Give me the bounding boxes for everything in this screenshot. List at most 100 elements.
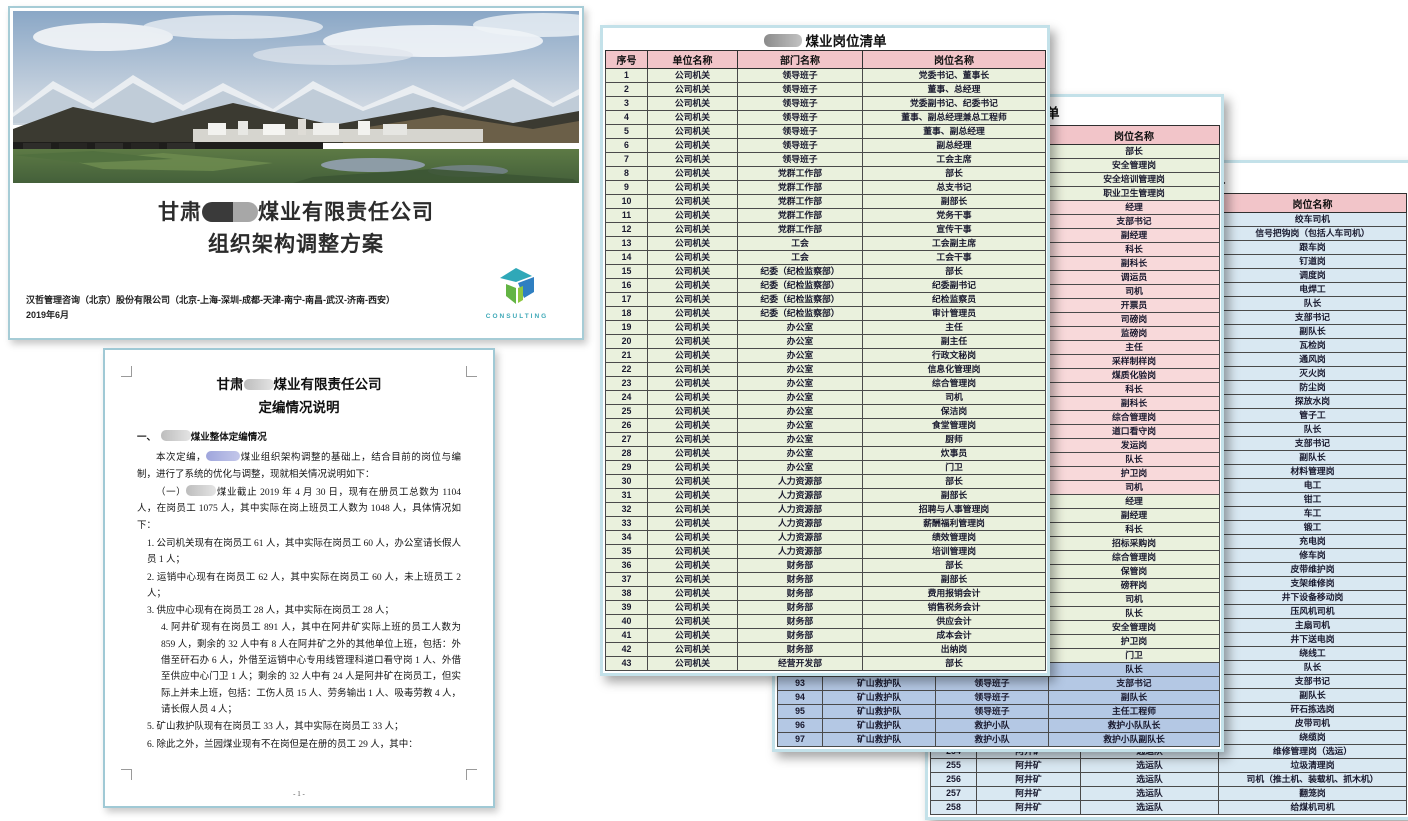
table-row: 12 公司机关 党群工作部 宣传干事: [605, 222, 1046, 237]
cell-index: 21: [605, 348, 648, 363]
table-row: 7 公司机关 领导班子 工会主席: [605, 152, 1046, 167]
cell-unit: 公司机关: [647, 488, 738, 503]
landscape-photo-image: [13, 11, 579, 183]
cell-post: 门卫: [862, 460, 1046, 475]
cell-post: 宣传干事: [862, 222, 1046, 237]
cell-unit: 矿山救护队: [822, 690, 936, 705]
cell-post: 发运岗: [1048, 438, 1220, 453]
cell-unit: 公司机关: [647, 474, 738, 489]
cell-post: 队长: [1218, 296, 1407, 311]
cell-dept: 纪委（纪检监察部）: [737, 264, 863, 279]
cell-post: 皮带司机: [1218, 716, 1407, 731]
table-row: 256 阿井矿 选运队 司机（推土机、装载机、抓木机）: [930, 772, 1407, 787]
cell-post: 车工: [1218, 506, 1407, 521]
cell-post: 副经理: [1048, 508, 1220, 523]
cell-dept: 工会: [737, 236, 863, 251]
cell-index: 33: [605, 516, 648, 531]
cell-post: 工会副主席: [862, 236, 1046, 251]
cell-unit: 公司机关: [647, 68, 738, 83]
cell-unit: 公司机关: [647, 460, 738, 475]
cell-post: 工会干事: [862, 250, 1046, 265]
cell-unit: 公司机关: [647, 628, 738, 643]
cell-unit: 公司机关: [647, 208, 738, 223]
redaction-blob: [160, 429, 191, 441]
cell-dept: 领导班子: [737, 124, 863, 139]
redaction-blob: [243, 379, 274, 390]
cell-post: 充电岗: [1218, 534, 1407, 549]
cell-index: 24: [605, 390, 648, 405]
cell-index: 40: [605, 614, 648, 629]
cell-post: 司机: [1048, 592, 1220, 607]
doc-numbered-items: 1. 公司机关现有在岗员工 61 人，其中实际在岗员工 60 人，办公室请长假人…: [137, 536, 461, 753]
cell-index: 19: [605, 320, 648, 335]
cell-dept: 办公室: [737, 432, 863, 447]
cell-post: 总支书记: [862, 180, 1046, 195]
cell-dept: 办公室: [737, 348, 863, 363]
cell-post: 出纳岗: [862, 642, 1046, 657]
cell-unit: 阿井矿: [976, 758, 1081, 773]
cell-dept: 党群工作部: [737, 208, 863, 223]
cell-unit: 公司机关: [647, 614, 738, 629]
report-page[interactable]: 甘肃 煤业有限责任公司 定编情况说明 一、 煤业整体定编情况 本次定编， 煤业组织架…: [103, 348, 495, 808]
cell-post: 安全管理岗: [1048, 620, 1220, 635]
table-row: 11 公司机关 党群工作部 党务干事: [605, 208, 1046, 223]
cell-index: 34: [605, 530, 648, 545]
cell-index: 15: [605, 264, 648, 279]
cell-post: 供应会计: [862, 614, 1046, 629]
table-row: 96 矿山救护队 救护小队 救护小队队长: [777, 718, 1220, 733]
cell-post: 队长: [1048, 606, 1220, 621]
cell-index: 18: [605, 306, 648, 321]
cell-dept: 选运队: [1080, 772, 1219, 787]
table-row: 42 公司机关 财务部 出纳岗: [605, 642, 1046, 657]
cell-dept: 办公室: [737, 390, 863, 405]
table-row: 41 公司机关 财务部 成本会计: [605, 628, 1046, 643]
cell-dept: 领导班子: [737, 82, 863, 97]
cell-index: 42: [605, 642, 648, 657]
cell-index: 96: [777, 718, 823, 733]
consulting-logo-text: CONSULTING: [485, 313, 549, 320]
table-row: 34 公司机关 人力资源部 绩效管理岗: [605, 530, 1046, 545]
cell-unit: 公司机关: [647, 656, 738, 671]
cell-dept: 党群工作部: [737, 194, 863, 209]
table-row: 97 矿山救护队 救护小队 救护小队副队长: [777, 732, 1220, 747]
cell-post: 队长: [1218, 660, 1407, 675]
cell-unit: 公司机关: [647, 236, 738, 251]
cover-page[interactable]: 甘肃 煤业有限责任公司 组织架构调整方案 汉哲管理咨询（北京）股份有限公司（北京-…: [8, 6, 584, 340]
cell-post: 材料管理岗: [1218, 464, 1407, 479]
cell-index: 12: [605, 222, 648, 237]
position-sheet-1[interactable]: 煤业岗位清单 序号 单位名称 部门名称 岗位名称 1 公司机关 领导班子 党委书记、董…: [600, 25, 1050, 676]
cell-index: 11: [605, 208, 648, 223]
cell-dept: 党群工作部: [737, 180, 863, 195]
doc-paragraph-1: 本次定编， 煤业组织架构调整的基础上，结合目前的岗位与编制，进行了系统的优化与调整…: [137, 451, 461, 480]
position-table-1: 序号 单位名称 部门名称 岗位名称 1 公司机关 领导班子 党委书记、董事长 2 公司机关…: [605, 50, 1046, 671]
doc-title: 甘肃 煤业有限责任公司 定编情况说明: [137, 374, 461, 420]
table-row: 29 公司机关 办公室 门卫: [605, 460, 1046, 475]
cell-unit: 阿井矿: [976, 786, 1081, 801]
cell-index: 23: [605, 376, 648, 391]
cell-unit: 公司机关: [647, 586, 738, 601]
cell-post: 综合管理岗: [1048, 410, 1220, 425]
cell-index: 37: [605, 572, 648, 587]
cell-dept: 党群工作部: [737, 222, 863, 237]
cell-index: 30: [605, 474, 648, 489]
cell-post: 皮带维护岗: [1218, 562, 1407, 577]
cell-index: 20: [605, 334, 648, 349]
cell-dept: 人力资源部: [737, 530, 863, 545]
cell-post: 钉道岗: [1218, 254, 1407, 269]
col-header-dept: 部门名称: [737, 50, 863, 69]
cell-unit: 公司机关: [647, 376, 738, 391]
cell-post: 保洁岗: [862, 404, 1046, 419]
cell-post: 支部书记: [1048, 214, 1220, 229]
cell-post: 钳工: [1218, 492, 1407, 507]
consulting-logo: CONSULTING: [478, 266, 556, 320]
cell-index: 22: [605, 362, 648, 377]
table-row: 1 公司机关 领导班子 党委书记、董事长: [605, 68, 1046, 83]
cell-post: 主任: [862, 320, 1046, 335]
cell-unit: 公司机关: [647, 82, 738, 97]
cell-post: 救护小队队长: [1048, 718, 1220, 733]
cell-post: 锻工: [1218, 520, 1407, 535]
table-row: 257 阿井矿 选运队 翻笼岗: [930, 786, 1407, 801]
cell-unit: 公司机关: [647, 544, 738, 559]
cell-index: 43: [605, 656, 648, 671]
col-header-post: 岗位名称: [1048, 125, 1220, 145]
